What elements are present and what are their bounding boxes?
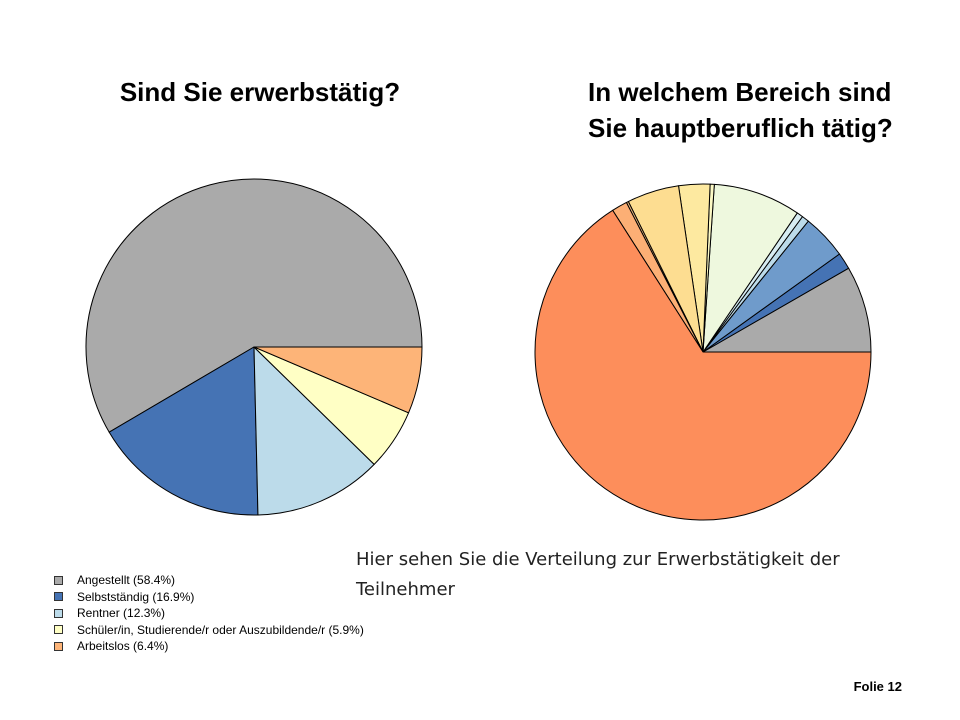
right-chart-title: In welchem Bereich sind Sie hauptberufli… [588,77,893,143]
legend-swatch [54,641,63,651]
legend-item: Selbstständig (16.9%) [54,589,364,606]
sector-pie-chart [534,183,872,521]
legend-label: Schüler/in, Studierende/r oder Auszubild… [77,622,364,637]
pie-employment-slice-0 [85,178,423,433]
legend-item: Rentner (12.3%) [54,605,364,622]
legend-label: Arbeitslos (6.4%) [77,639,169,654]
legend-swatch [54,625,63,635]
legend-item: Schüler/in, Studierende/r oder Auszubild… [54,622,364,639]
legend-label: Selbstständig (16.9%) [77,589,195,604]
legend-item: Arbeitslos (6.4%) [54,638,364,655]
legend-swatch [54,592,63,602]
pie-sector-slice-0 [702,267,872,353]
left-chart-title: Sind Sie erwerbstätig? [119,77,401,107]
legend-swatch [54,608,63,618]
legend: Angestellt (58.4%) Selbstständig (16.9%) R… [54,572,364,655]
employment-pie-chart [85,178,423,516]
pie-employment-slice-2 [253,346,375,516]
legend-label: Angestellt (58.4%) [77,573,176,588]
pie-sector-slice-5 [702,183,798,353]
legend-item: Angestellt (58.4%) [54,572,364,589]
legend-label: Rentner (12.3%) [77,606,166,621]
slide-caption: Hier sehen Sie die Verteilung zur Erwerb… [356,549,840,600]
pie-employment-slice-4 [253,346,423,414]
pie-sector-slice-11 [534,209,872,521]
slide-number: Folie 12 [853,679,902,694]
pie-employment-slice-1 [108,346,259,516]
legend-swatch [54,575,63,585]
